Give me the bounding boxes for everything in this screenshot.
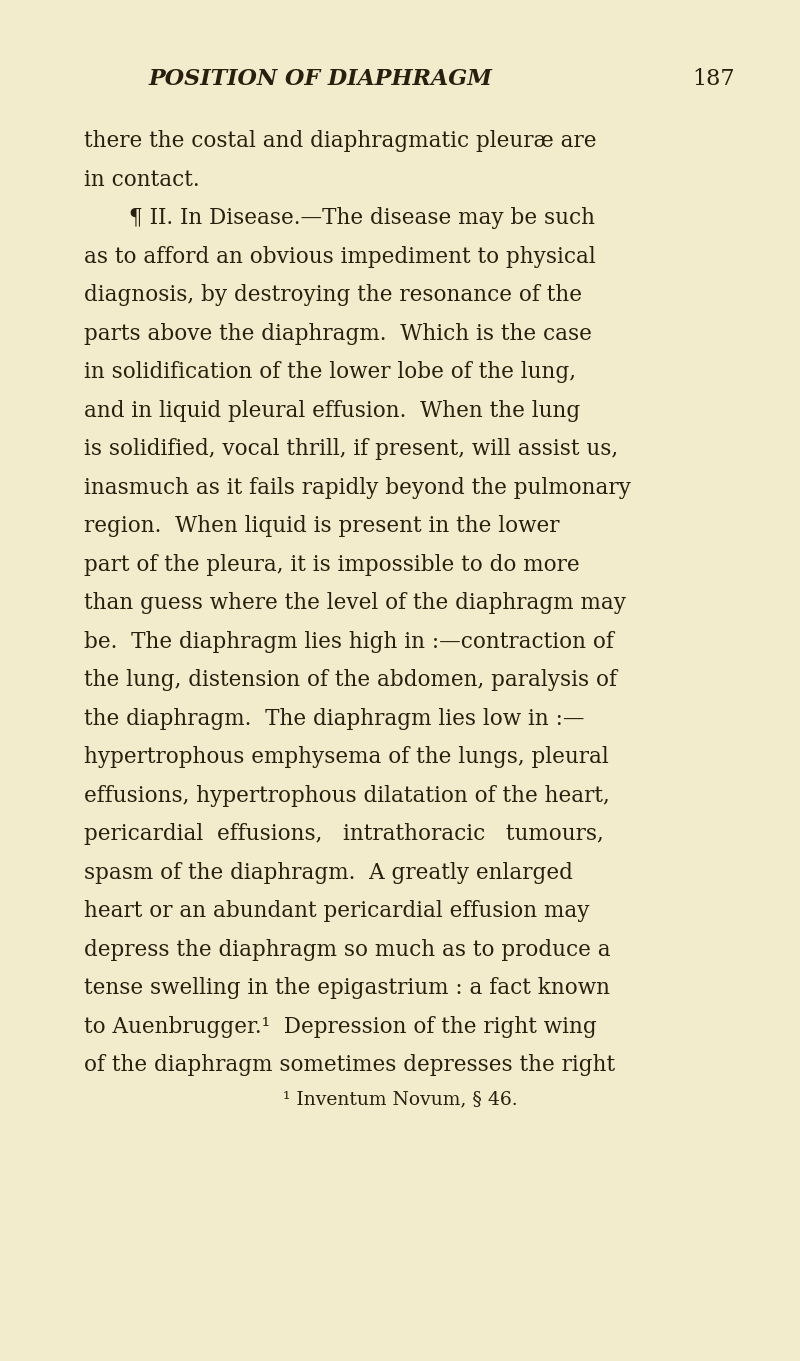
Text: ¹ Inventum Novum, § 46.: ¹ Inventum Novum, § 46. (282, 1090, 518, 1108)
Text: as to afford an obvious impediment to physical: as to afford an obvious impediment to ph… (84, 245, 596, 268)
Text: hypertrophous emphysema of the lungs, pleural: hypertrophous emphysema of the lungs, pl… (84, 746, 609, 768)
Text: effusions, hypertrophous dilatation of the heart,: effusions, hypertrophous dilatation of t… (84, 784, 610, 807)
Text: and in liquid pleural effusion.  When the lung: and in liquid pleural effusion. When the… (84, 400, 580, 422)
Text: part of the pleura, it is impossible to do more: part of the pleura, it is impossible to … (84, 554, 580, 576)
Text: the diaphragm.  The diaphragm lies low in :—: the diaphragm. The diaphragm lies low in… (84, 708, 585, 729)
Text: parts above the diaphragm.  Which is the case: parts above the diaphragm. Which is the … (84, 323, 592, 344)
Text: pericardial  effusions,   intrathoracic   tumours,: pericardial effusions, intrathoracic tum… (84, 823, 604, 845)
Text: the lung, distension of the abdomen, paralysis of: the lung, distension of the abdomen, par… (84, 670, 617, 691)
Text: than guess where the level of the diaphragm may: than guess where the level of the diaphr… (84, 592, 626, 614)
Text: in solidification of the lower lobe of the lung,: in solidification of the lower lobe of t… (84, 361, 576, 382)
Text: heart or an abundant pericardial effusion may: heart or an abundant pericardial effusio… (84, 900, 590, 921)
Text: ¶ II. In Disease.—The disease may be such: ¶ II. In Disease.—The disease may be suc… (129, 207, 595, 229)
Text: spasm of the diaphragm.  A greatly enlarged: spasm of the diaphragm. A greatly enlarg… (84, 862, 573, 883)
Text: POSITION OF DIAPHRAGM: POSITION OF DIAPHRAGM (148, 68, 492, 90)
Text: inasmuch as it fails rapidly beyond the pulmonary: inasmuch as it fails rapidly beyond the … (84, 476, 631, 498)
Text: diagnosis, by destroying the resonance of the: diagnosis, by destroying the resonance o… (84, 284, 582, 306)
Text: there the costal and diaphragmatic pleuræ are: there the costal and diaphragmatic pleur… (84, 131, 597, 152)
Text: tense swelling in the epigastrium : a fact known: tense swelling in the epigastrium : a fa… (84, 977, 610, 999)
Text: depress the diaphragm so much as to produce a: depress the diaphragm so much as to prod… (84, 939, 610, 961)
Text: to Auenbrugger.¹  Depression of the right wing: to Auenbrugger.¹ Depression of the right… (84, 1015, 597, 1037)
Text: is solidified, vocal thrill, if present, will assist us,: is solidified, vocal thrill, if present,… (84, 438, 618, 460)
Text: region.  When liquid is present in the lower: region. When liquid is present in the lo… (84, 514, 559, 538)
Text: be.  The diaphragm lies high in :—contraction of: be. The diaphragm lies high in :—contrac… (84, 630, 614, 652)
Text: of the diaphragm sometimes depresses the right: of the diaphragm sometimes depresses the… (84, 1053, 615, 1077)
Text: in contact.: in contact. (84, 169, 200, 191)
Text: 187: 187 (692, 68, 734, 90)
